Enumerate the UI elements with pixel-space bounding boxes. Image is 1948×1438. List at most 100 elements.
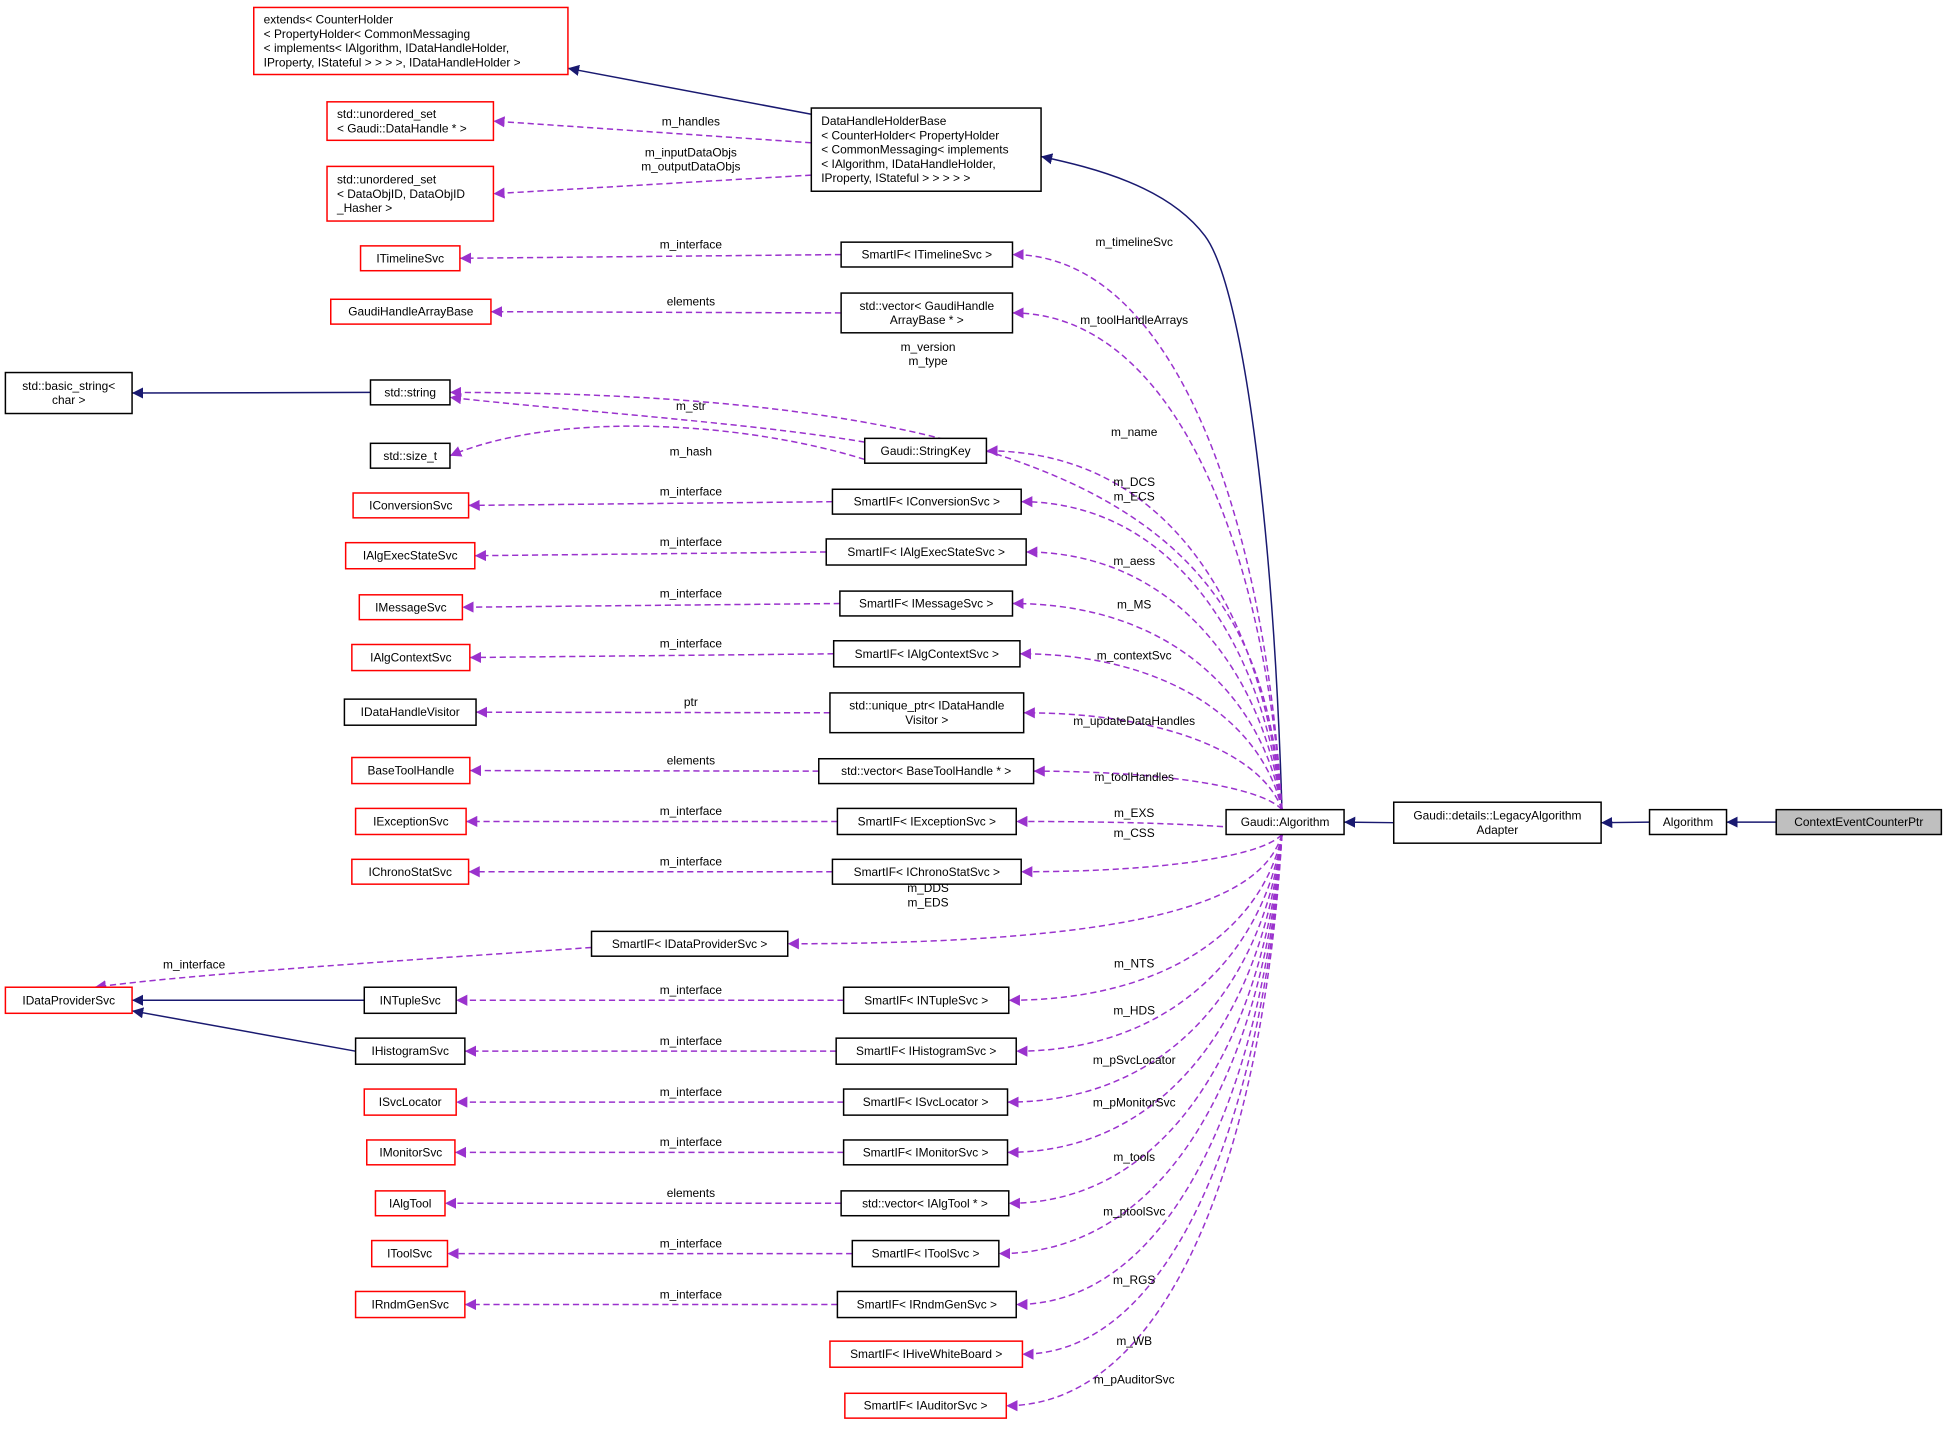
class-node-extends[interactable]: extends< CounterHolder< PropertyHolder< …	[253, 6, 569, 76]
edge-label: m_str	[676, 399, 706, 413]
edge-label: m_interface	[660, 1135, 723, 1149]
class-node-idhv[interactable]: IDataHandleVisitor	[343, 698, 477, 726]
class-node-ghab[interactable]: GaudiHandleArrayBase	[330, 298, 492, 325]
class-node-irndm[interactable]: IRndmGenSvc	[354, 1290, 466, 1319]
edge-label: m_handles	[662, 114, 720, 128]
class-node-iconv[interactable]: IConversionSvc	[352, 492, 470, 519]
class-node-imsg[interactable]: IMessageSvc	[358, 594, 464, 621]
node-label: INTupleSvc	[380, 993, 441, 1007]
class-node-sm_rndm[interactable]: SmartIF< IRndmGenSvc >	[836, 1290, 1017, 1319]
class-node-sm_hwb[interactable]: SmartIF< IHiveWhiteBoard >	[829, 1340, 1024, 1368]
class-node-size_t[interactable]: std::size_t	[369, 442, 451, 469]
node-label: SmartIF< IHiveWhiteBoard >	[850, 1347, 1002, 1361]
node-box	[1648, 808, 1728, 836]
member-edge	[1008, 834, 1283, 1006]
class-node-sm_chrono[interactable]: SmartIF< IChronoStatSvc >	[831, 858, 1022, 885]
node-box	[354, 1037, 466, 1065]
node-label: Visitor >	[905, 713, 948, 727]
node-box	[351, 756, 471, 785]
edge-label: m_interface	[660, 855, 723, 869]
class-node-vec_bth[interactable]: std::vector< BaseToolHandle * >	[818, 757, 1035, 785]
class-node-uset_doid[interactable]: std::unordered_set< DataObjID, DataObjID…	[326, 165, 495, 222]
member-edge	[476, 706, 830, 718]
class-node-sm_dp[interactable]: SmartIF< IDataProviderSvc >	[590, 930, 789, 957]
node-label: IMonitorSvc	[379, 1145, 442, 1159]
class-node-sm_aes[interactable]: SmartIF< IAlgExecStateSvc >	[825, 538, 1027, 566]
class-node-uset_dh[interactable]: std::unordered_set< Gaudi::DataHandle * …	[326, 101, 495, 142]
node-box	[354, 1290, 466, 1319]
class-node-sm_timeline[interactable]: SmartIF< ITimelineSvc >	[840, 241, 1014, 268]
node-box	[343, 698, 477, 726]
edge-labels: m_handles m_inputDataObjsm_outputDataObjs…	[163, 114, 1195, 1386]
class-node-string[interactable]: std::string	[369, 379, 451, 406]
node-label: IRndmGenSvc	[372, 1298, 449, 1312]
edge-label: m_MS	[1117, 597, 1151, 611]
member-edge	[449, 425, 865, 461]
member-edge	[1007, 834, 1283, 1108]
class-node-algorithm[interactable]: Algorithm	[1648, 808, 1728, 836]
node-box	[369, 442, 451, 469]
class-node-iexc[interactable]: IExceptionSvc	[354, 807, 467, 836]
node-box	[1775, 808, 1943, 836]
member-edge	[490, 306, 842, 318]
node-box	[832, 640, 1021, 668]
class-node-iaes[interactable]: IAlgExecStateSvc	[344, 541, 476, 570]
edge-label: m_DDS	[907, 881, 949, 895]
class-node-iactx[interactable]: IAlgContextSvc	[351, 643, 471, 672]
node-label: ContextEventCounterPtr	[1794, 815, 1923, 829]
class-node-sm_aud[interactable]: SmartIF< IAuditorSvc >	[844, 1392, 1008, 1419]
edge-label: m_interface	[660, 535, 723, 549]
class-node-vec_algtool[interactable]: std::vector< IAlgTool * >	[840, 1190, 1010, 1217]
class-node-dhhb[interactable]: DataHandleHolderBase< CounterHolder< Pro…	[810, 107, 1042, 192]
class-node-cecp[interactable]: ContextEventCounterPtr	[1775, 808, 1943, 836]
node-label: GaudiHandleArrayBase	[348, 305, 473, 319]
class-node-itoolsvc[interactable]: IToolSvc	[370, 1239, 449, 1268]
node-label: IAlgTool	[389, 1196, 431, 1210]
class-node-sm_ntuple[interactable]: SmartIF< INTupleSvc >	[842, 986, 1010, 1015]
edge-label: m_DCS	[1113, 475, 1155, 489]
member-edge	[1026, 546, 1283, 810]
class-node-stringkey[interactable]: Gaudi::StringKey	[863, 437, 988, 464]
node-box	[4, 371, 133, 415]
node-box	[836, 807, 1017, 836]
node-box	[354, 807, 467, 836]
edge-label: m_tools	[1113, 1150, 1155, 1164]
class-node-vec_ghab[interactable]: std::vector< GaudiHandleArrayBase * >	[840, 292, 1014, 334]
class-node-sm_actx[interactable]: SmartIF< IAlgContextSvc >	[832, 640, 1021, 668]
class-node-sm_mon[interactable]: SmartIF< IMonitorSvc >	[842, 1139, 1009, 1166]
edge-label: m_aess	[1113, 554, 1155, 568]
edges	[94, 64, 1777, 1412]
member-edge	[787, 834, 1283, 950]
edge-label: m_pMonitorSvc	[1093, 1095, 1176, 1109]
class-node-bth[interactable]: BaseToolHandle	[351, 756, 471, 785]
edge-label: m_WB	[1116, 1334, 1152, 1348]
node-box	[326, 101, 495, 142]
class-node-imon[interactable]: IMonitorSvc	[366, 1139, 456, 1166]
node-box	[344, 541, 476, 570]
node-box	[366, 1139, 456, 1166]
inheritance-edge	[132, 387, 371, 399]
class-node-sm_hist[interactable]: SmartIF< IHistogramSvc >	[835, 1037, 1017, 1065]
class-node-sm_exc[interactable]: SmartIF< IExceptionSvc >	[836, 807, 1017, 836]
node-box	[831, 488, 1022, 515]
node-box	[840, 241, 1014, 268]
class-node-up_dhv[interactable]: std::unique_ptr< IDataHandleVisitor >	[829, 692, 1025, 734]
class-node-sm_msg[interactable]: SmartIF< IMessageSvc >	[839, 590, 1014, 617]
node-label: IDataHandleVisitor	[361, 705, 460, 719]
class-node-sm_conv[interactable]: SmartIF< IConversionSvc >	[831, 488, 1022, 515]
node-label: SmartIF< IAuditorSvc >	[864, 1399, 988, 1413]
class-node-intuple[interactable]: INTupleSvc	[363, 986, 457, 1015]
class-node-basic_string[interactable]: std::basic_string<char >	[4, 371, 133, 415]
member-edge	[469, 651, 834, 664]
class-node-galg[interactable]: Gaudi::Algorithm	[1225, 808, 1345, 836]
class-node-ichrono[interactable]: IChronoStatSvc	[351, 858, 470, 885]
class-node-ialgtool[interactable]: IAlgTool	[374, 1190, 446, 1217]
class-node-sm_svcloc[interactable]: SmartIF< ISvcLocator >	[842, 1088, 1009, 1116]
class-node-idp[interactable]: IDataProviderSvc	[4, 986, 133, 1015]
class-node-sm_toolsvc[interactable]: SmartIF< IToolSvc >	[851, 1239, 1000, 1268]
node-label: < CommonMessaging< implements	[821, 143, 1008, 157]
class-node-ihist[interactable]: IHistogramSvc	[354, 1037, 466, 1065]
class-node-itimeline[interactable]: ITimelineSvc	[359, 245, 461, 272]
class-node-isvcloc[interactable]: ISvcLocator	[363, 1088, 457, 1116]
